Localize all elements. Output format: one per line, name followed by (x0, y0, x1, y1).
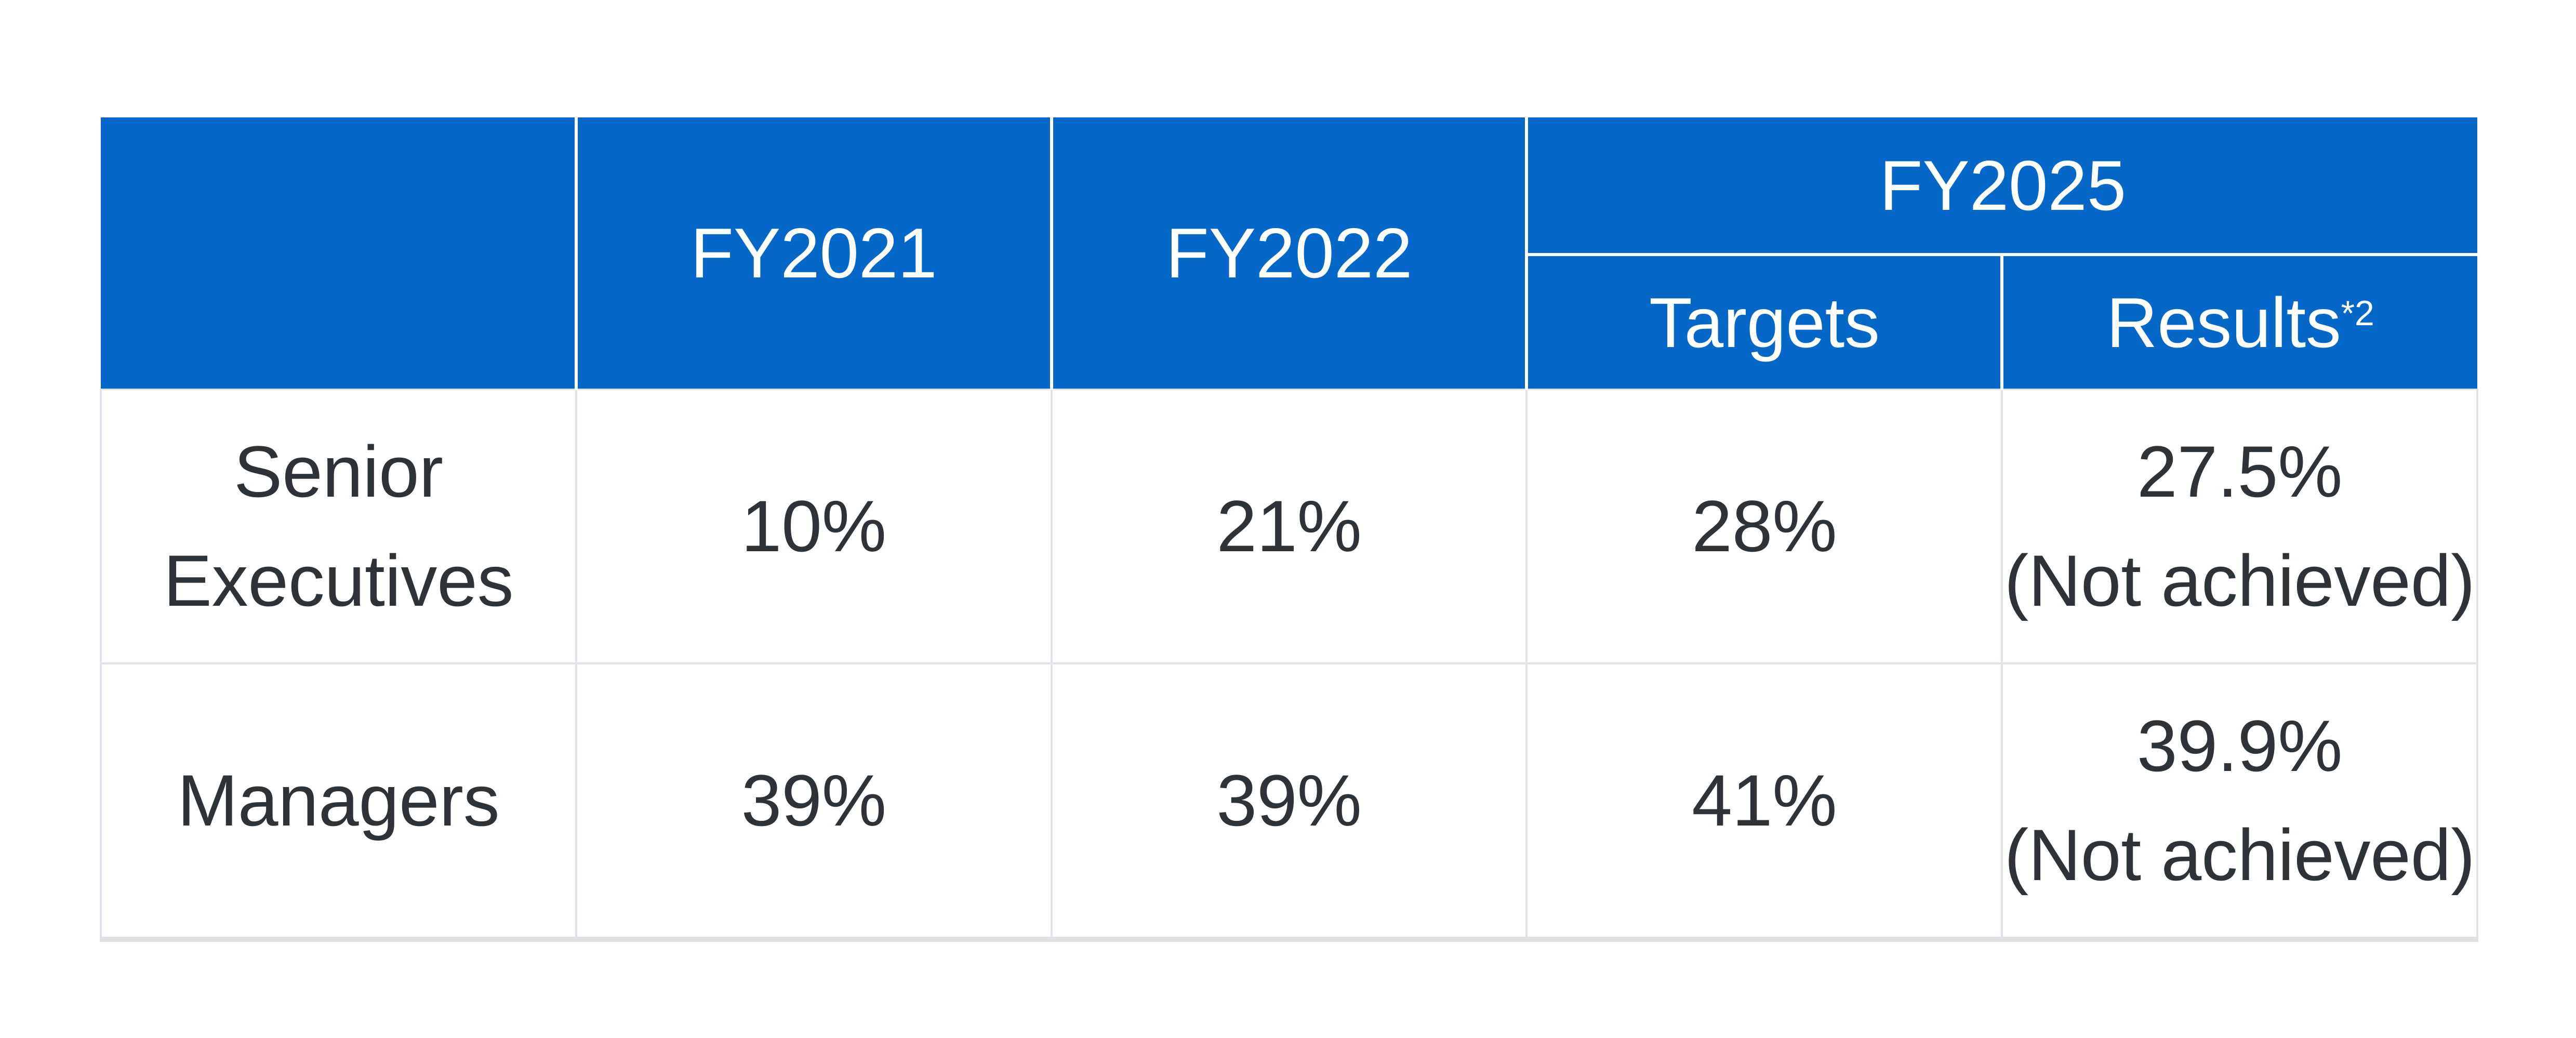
header-cell-results: Results*2 (2002, 255, 2477, 390)
cell-fy2025-result-value: 27.5% (Not achieved) (2001, 389, 2478, 664)
table-header: FY2021 FY2022 FY2025 Targets Results*2 (101, 117, 2477, 390)
result-percentage: 39.9% (2136, 705, 2343, 787)
header-row-sub: Targets Results*2 (101, 255, 2477, 390)
header-cell-fy2022: FY2022 (1051, 117, 1529, 390)
result-percentage: 27.5% (2136, 431, 2343, 512)
table-row-managers: Managers 39% 39% 41% 39.9% (Not achieved… (100, 662, 2478, 942)
fy-results-table: FY2021 FY2022 FY2025 Targets Results*2 S… (100, 117, 2478, 942)
results-footnote-marker: *2 (2341, 293, 2374, 333)
fy-results-table-container: FY2021 FY2022 FY2025 Targets Results*2 S… (100, 117, 2478, 942)
header-cell-targets: Targets (1526, 255, 2004, 390)
row-label: Managers (100, 662, 577, 942)
cell-fy2025-result-value: 39.9% (Not achieved) (2001, 662, 2478, 942)
cell-fy2022-value: 39% (1050, 662, 1528, 942)
header-cell-fy2021: FY2021 (576, 117, 1053, 390)
table-body: Senior Executives 10% 21% 28% 27.5% (Not… (100, 389, 2478, 942)
cell-fy2021-value: 10% (575, 389, 1053, 664)
table-row-senior-executives: Senior Executives 10% 21% 28% 27.5% (Not… (100, 389, 2478, 664)
cell-fy2021-value: 39% (575, 662, 1053, 942)
header-cell-empty (101, 117, 578, 390)
results-label: Results (2106, 283, 2341, 362)
header-cell-fy2025: FY2025 (1526, 117, 2477, 256)
header-row-top: FY2021 FY2022 FY2025 (101, 117, 2477, 390)
result-status-note: (Not achieved) (2004, 540, 2475, 621)
cell-fy2022-value: 21% (1050, 389, 1528, 664)
cell-fy2025-target-value: 28% (1525, 389, 2003, 664)
row-label: Senior Executives (100, 389, 577, 664)
cell-fy2025-target-value: 41% (1525, 662, 2003, 942)
result-status-note: (Not achieved) (2004, 814, 2475, 896)
